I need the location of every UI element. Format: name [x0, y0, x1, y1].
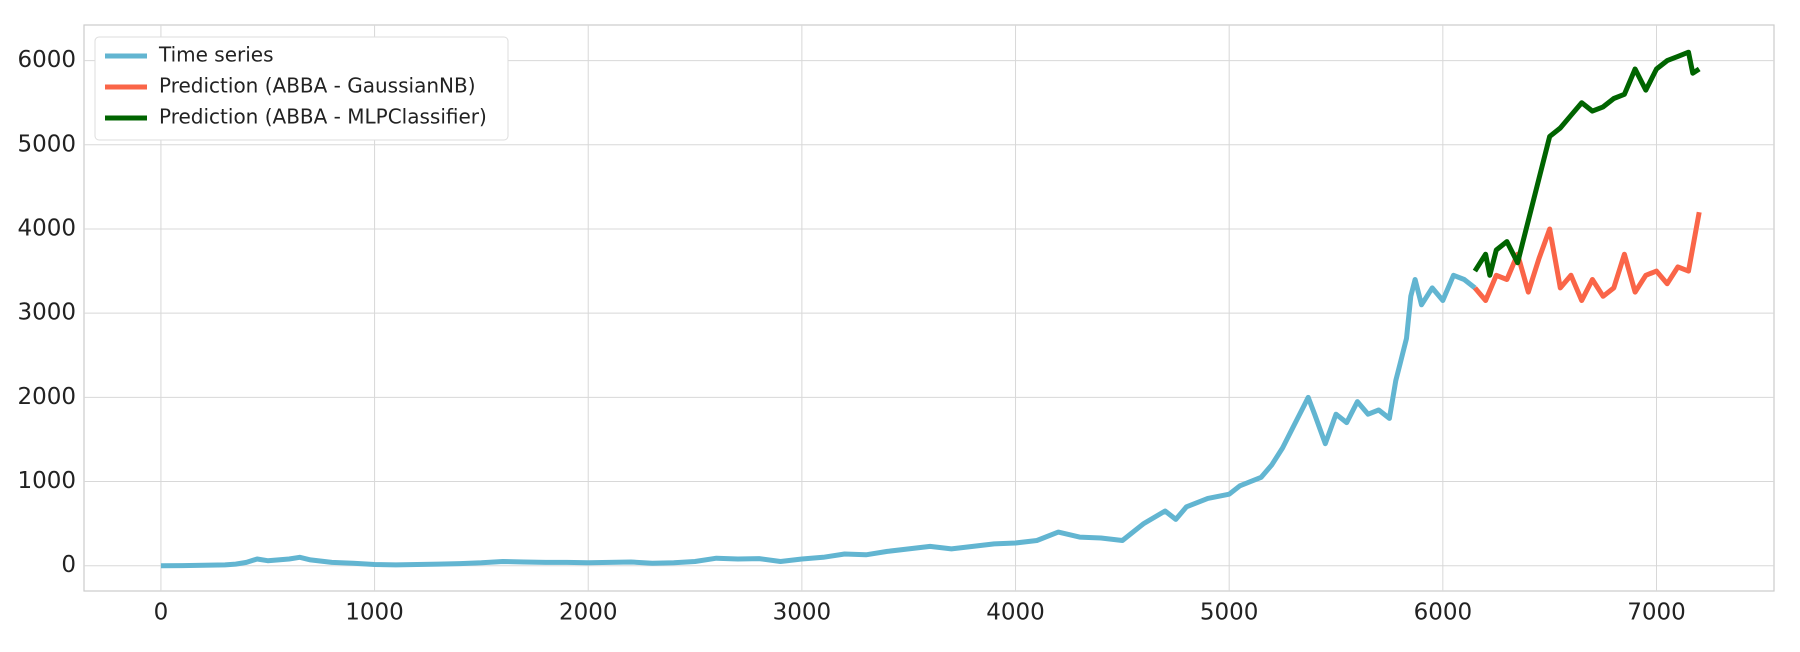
legend-label: Prediction (ABBA - MLPClassifier) — [159, 105, 487, 129]
y-tick-label: 0 — [61, 552, 76, 578]
x-tick-label: 0 — [154, 600, 169, 626]
x-tick-label: 4000 — [986, 600, 1045, 626]
x-tick-label: 7000 — [1627, 600, 1686, 626]
x-tick-label: 3000 — [773, 600, 832, 626]
y-tick-label: 1000 — [17, 468, 76, 494]
series-line — [160, 272, 1477, 569]
x-tick-label: 6000 — [1414, 600, 1473, 626]
x-tick-label: 5000 — [1200, 600, 1259, 626]
series-line — [1472, 211, 1702, 303]
series-line — [1472, 49, 1701, 278]
y-tick-label: 6000 — [17, 47, 76, 73]
y-tick-label: 3000 — [17, 300, 76, 326]
y-tick-label: 2000 — [17, 384, 76, 410]
x-tick-label: 2000 — [559, 600, 618, 626]
y-tick-label: 5000 — [17, 131, 76, 157]
legend-box — [94, 36, 509, 141]
x-tick-label: 1000 — [345, 600, 404, 626]
legend-label: Time series — [158, 43, 274, 67]
y-tick-label: 4000 — [17, 215, 76, 241]
legend-label: Prediction (ABBA - GaussianNB) — [159, 74, 476, 98]
legend: Time series Prediction (ABBA - GaussianNB… — [94, 36, 509, 141]
